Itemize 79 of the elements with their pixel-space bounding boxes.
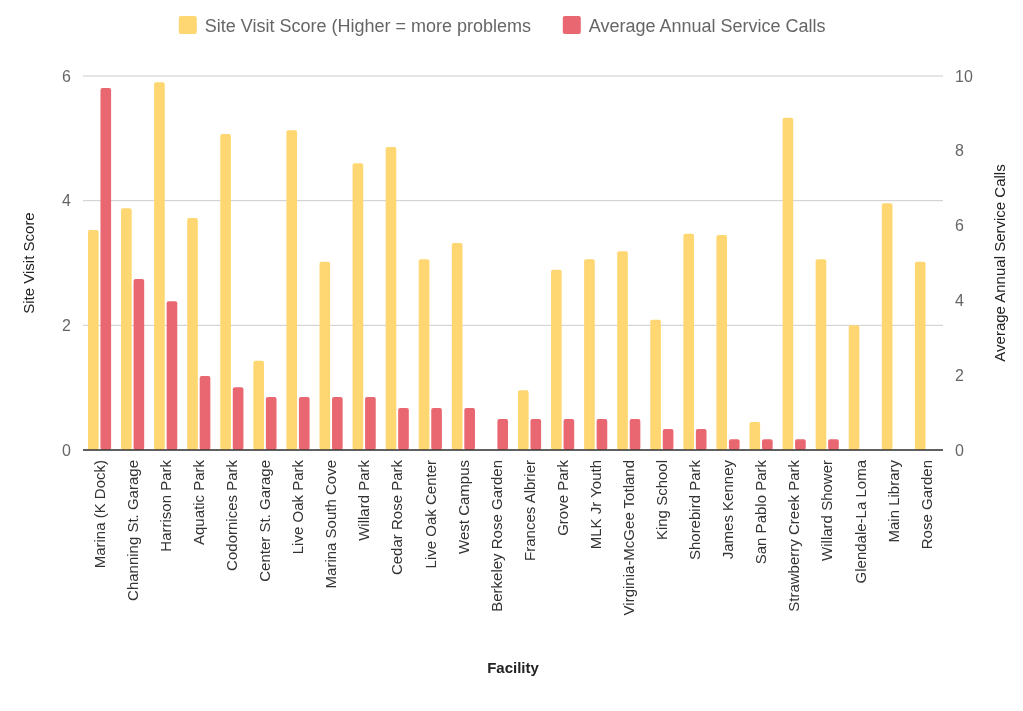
y2-tick-label: 6 (955, 217, 964, 235)
bar (431, 408, 442, 450)
x-axis-title: Facility (487, 658, 540, 676)
x-tick-label: Strawberry Creek Park (785, 459, 803, 612)
legend-label: Site Visit Score (Higher = more problems (204, 16, 532, 37)
bar (617, 251, 628, 450)
bar (154, 82, 165, 450)
bar (629, 418, 641, 450)
y-tick-label: 4 (62, 192, 72, 210)
bar (464, 408, 475, 450)
x-tick-label: Marina (K Dock) (90, 460, 108, 569)
y2-axis-title: Average Annual Service Calls (991, 164, 1008, 362)
bar (398, 408, 409, 450)
x-tick-label: Codornices Park (223, 459, 241, 571)
x-tick-label: Rose Garden (917, 460, 935, 550)
x-tick-label: Live Oak Center (421, 460, 439, 569)
bar (914, 261, 926, 450)
bar (418, 259, 430, 450)
x-tick-label: Willard Park (355, 459, 373, 541)
bar (596, 418, 608, 450)
bar (828, 439, 839, 450)
x-tick-label: Live Oak Park (289, 459, 307, 555)
bar (650, 319, 661, 450)
bar (551, 269, 562, 450)
bar (683, 233, 694, 450)
bar (199, 375, 211, 450)
y2-tick-label: 8 (955, 142, 964, 160)
bar (662, 429, 674, 450)
x-tick-label: Cedar Rose Park (388, 459, 406, 576)
y-axis-title: Site Visit Score (20, 212, 37, 314)
bar (286, 130, 298, 450)
bar (881, 203, 893, 450)
y2-tick-label: 2 (955, 366, 964, 384)
bar (319, 261, 331, 450)
x-tick-label: Glendale-La Loma (851, 459, 869, 584)
x-tick-label: Channing St. Garage (123, 460, 141, 601)
x-tick-label: Shorebird Park (686, 459, 704, 561)
bar (749, 421, 761, 450)
x-tick-label: James Kenney (719, 459, 737, 560)
x-tick-label: San Pablo Park (752, 459, 770, 565)
bar (497, 418, 509, 450)
bar (728, 439, 740, 450)
x-tick-label: Marina South Cove (322, 460, 340, 589)
x-tick-label: Main Library (884, 459, 902, 543)
bar (782, 117, 794, 450)
bar (298, 396, 310, 450)
y-tick-label: 0 (62, 441, 72, 459)
bar (220, 133, 231, 450)
bar (795, 439, 806, 450)
y2-tick-label: 4 (955, 292, 964, 309)
bar (187, 218, 198, 450)
y2-tick-label: 0 (955, 441, 964, 459)
x-tick-label: Harrison Park (156, 459, 174, 552)
bar (695, 429, 707, 450)
bar (365, 396, 376, 450)
bar (584, 259, 595, 450)
x-tick-label: Aquatic Park (190, 459, 208, 546)
y2-tick-label: 10 (955, 67, 973, 85)
x-tick-label: Grove Park (553, 459, 571, 536)
x-tick-label: West Campus (454, 460, 472, 554)
bar (385, 147, 397, 450)
bar (232, 387, 244, 450)
bar (451, 243, 463, 450)
bar (563, 418, 575, 450)
legend-label: Average Annual Service Calls (588, 16, 826, 37)
bar (352, 163, 364, 450)
bar (332, 396, 343, 450)
x-tick-label: Virginia-McGee Totland (620, 460, 638, 616)
y-tick-label: 2 (62, 316, 72, 334)
x-tick-label: MLK Jr Youth (586, 460, 604, 550)
bar (848, 325, 860, 450)
y-tick-label: 6 (62, 67, 72, 85)
bar (815, 259, 827, 450)
x-tick-label: Frances Albrier (520, 460, 538, 561)
x-tick-label: King School (653, 460, 671, 541)
bar (716, 234, 728, 450)
x-tick-label: Berkeley Rose Garden (487, 460, 505, 612)
x-tick-label: Willard Shower (818, 460, 836, 561)
x-tick-label: Center St. Garage (256, 460, 274, 582)
